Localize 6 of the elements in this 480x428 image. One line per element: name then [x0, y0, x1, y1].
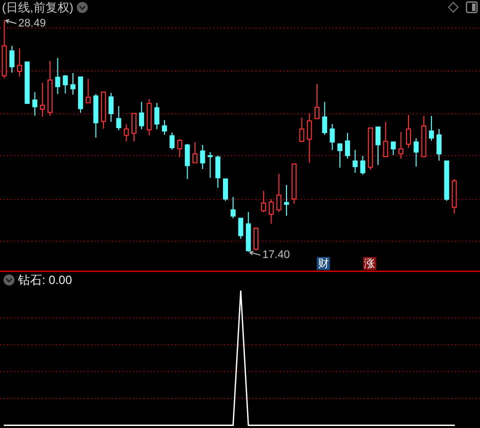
annotation: 涨 [364, 258, 376, 270]
annotation: 财 [318, 258, 329, 270]
title: (日线,前复权) [2, 0, 74, 14]
annotation: 28.49 [18, 18, 46, 30]
annotation: 17.40 [262, 249, 290, 262]
title: 钻石: 0.00 [18, 273, 72, 287]
